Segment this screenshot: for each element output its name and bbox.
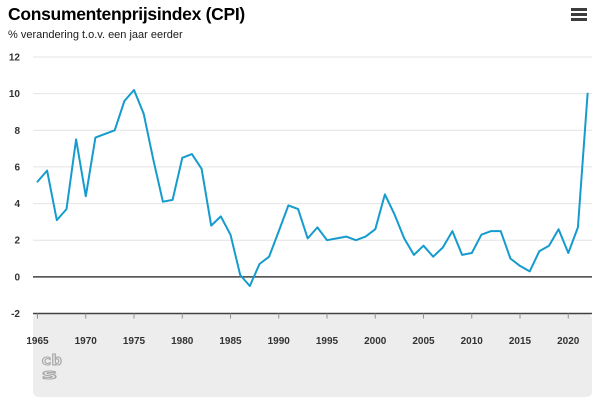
hamburger-menu-icon[interactable] (571, 7, 587, 21)
footer-panel (33, 313, 592, 397)
cbs-logo-text-top: cb (41, 353, 62, 369)
cpi-line (36, 89, 589, 287)
chart-subtitle: % verandering t.o.v. een jaar eerder (8, 29, 183, 41)
x-axis-label: 2015 (509, 336, 532, 347)
x-axis-label: 2000 (364, 336, 387, 347)
x-axis-label: 1995 (316, 336, 339, 347)
x-axis-label: 2010 (461, 336, 484, 347)
x-axis-label: 2020 (557, 336, 580, 347)
page-title: Consumentenprijsindex (CPI) (8, 4, 245, 24)
y-axis-label: 0 (14, 272, 20, 283)
y-axis-label: 6 (14, 162, 20, 173)
x-axis-label: 1980 (171, 336, 194, 347)
menu-bar (571, 17, 587, 21)
cbs-logo: cb s (41, 353, 63, 384)
y-axis-label: 8 (14, 126, 20, 137)
y-axis-label: 2 (14, 236, 20, 247)
x-axis-label: 1975 (123, 336, 146, 347)
menu-bar (571, 12, 587, 16)
x-axis-label: 1985 (219, 336, 242, 347)
y-axis-label: 12 (9, 53, 21, 64)
x-axis-label: 1965 (26, 336, 49, 347)
x-axis-label: 1970 (75, 336, 98, 347)
y-axis-label: 4 (14, 199, 20, 210)
x-axis-label: 2005 (412, 336, 435, 347)
y-axis-label: -2 (11, 309, 20, 320)
chart-axes (33, 276, 592, 319)
cpi-line-series (36, 89, 589, 287)
chart-axis-labels: -2 0 2 4 6 8 10 12 1965 1970 1975 1980 1985 1990 1995 2… (9, 53, 580, 348)
y-axis-label: 10 (9, 89, 21, 100)
footer-panel-bg (33, 313, 592, 397)
x-axis-label: 1990 (268, 336, 291, 347)
menu-bar (571, 7, 587, 11)
chart-gridlines (33, 56, 592, 241)
cbs-logo-text-bottom: s (41, 367, 58, 383)
